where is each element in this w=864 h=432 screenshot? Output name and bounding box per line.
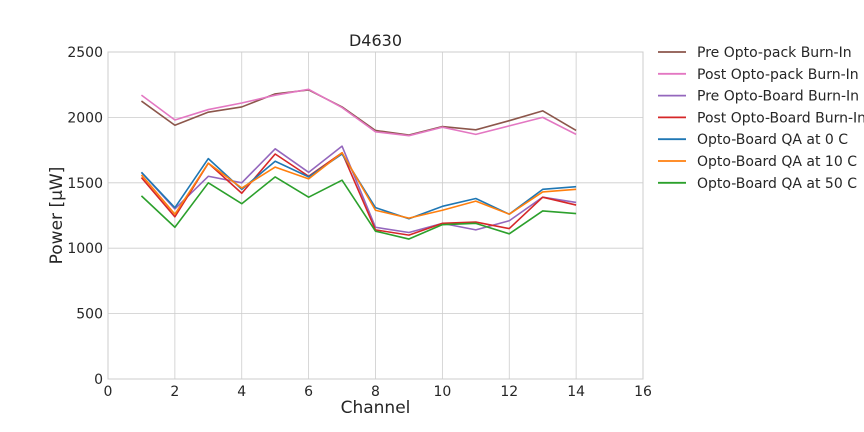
x-tick-label: 2 <box>170 384 179 400</box>
series-line <box>140 88 577 137</box>
x-axis-ticks: 0 2 4 6 8 10 12 14 16 <box>104 384 652 400</box>
y-axis-label: Power [μW] <box>47 167 67 265</box>
x-tick-label: 16 <box>634 384 652 400</box>
y-tick-label: 500 <box>76 307 103 323</box>
legend-label: Opto-Board QA at 50 C <box>697 176 857 192</box>
legend-label: Opto-Board QA at 0 C <box>697 132 848 148</box>
x-tick-label: 10 <box>433 384 451 400</box>
x-tick-label: 8 <box>371 384 380 400</box>
y-tick-label: 1000 <box>67 241 103 257</box>
legend-label: Pre Opto-pack Burn-In <box>697 45 852 61</box>
legend: Pre Opto-pack Burn-In Post Opto-pack Burn… <box>658 45 864 192</box>
legend-label: Post Opto-Board Burn-In <box>697 110 864 126</box>
y-tick-label: 0 <box>94 372 103 388</box>
x-tick-label: 4 <box>237 384 246 400</box>
series-line <box>140 176 577 240</box>
legend-label: Pre Opto-Board Burn-In <box>697 89 859 105</box>
x-axis-label: Channel <box>341 398 411 418</box>
series-line <box>140 89 577 136</box>
series-line <box>140 151 577 219</box>
y-tick-label: 1500 <box>67 176 103 192</box>
x-tick-label: 6 <box>304 384 313 400</box>
legend-label: Opto-Board QA at 10 C <box>697 154 857 170</box>
chart-title: D4630 <box>349 31 402 50</box>
y-tick-label: 2500 <box>67 45 103 61</box>
x-tick-label: 0 <box>104 384 113 400</box>
legend-label: Post Opto-pack Burn-In <box>697 67 859 83</box>
y-axis-ticks: 0 500 1000 1500 2000 2500 <box>67 45 103 388</box>
x-tick-label: 12 <box>500 384 518 400</box>
series-line <box>140 145 577 234</box>
series-group <box>140 88 577 240</box>
y-tick-label: 2000 <box>67 110 103 126</box>
x-tick-label: 14 <box>567 384 585 400</box>
plot-frame <box>107 51 644 380</box>
grid <box>107 51 644 380</box>
